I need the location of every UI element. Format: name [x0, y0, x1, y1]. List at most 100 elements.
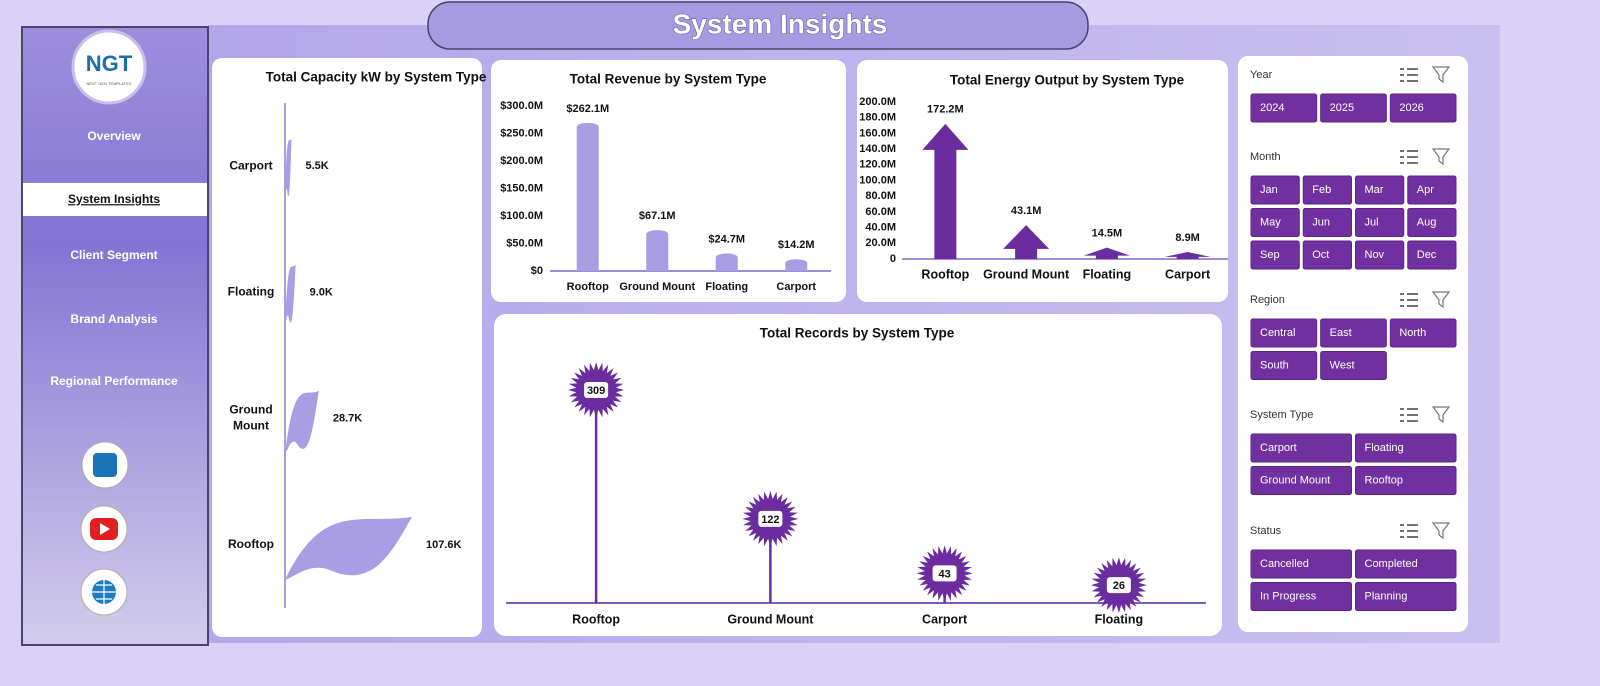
clear-filter-icon[interactable]: [1431, 148, 1451, 166]
value-label: 172.2M: [927, 104, 964, 116]
y-tick-label: $200.0M: [500, 155, 543, 167]
bar: [785, 259, 808, 271]
slicer-button[interactable]: [1355, 466, 1457, 495]
nav-item[interactable]: Overview: [87, 129, 141, 143]
slicer-button[interactable]: [1355, 175, 1405, 205]
slicer-option[interactable]: Feb: [1312, 184, 1331, 196]
slicer-button[interactable]: [1250, 175, 1300, 205]
slicer-button[interactable]: [1355, 582, 1457, 611]
slicer-option[interactable]: Floating: [1365, 442, 1404, 454]
arrow-bar: [1003, 225, 1050, 259]
slicer-button[interactable]: [1407, 240, 1457, 270]
value-label: $67.1M: [639, 210, 676, 222]
slicer-button[interactable]: [1389, 318, 1457, 348]
slicer-button[interactable]: [1250, 549, 1352, 579]
slicer-button[interactable]: [1355, 433, 1457, 463]
slicer-option[interactable]: Dec: [1417, 249, 1437, 261]
nav-item[interactable]: Brand Analysis: [71, 312, 158, 326]
slicer-option[interactable]: Jan: [1260, 184, 1278, 196]
slicer-button[interactable]: [1250, 240, 1300, 270]
slicer-title: Month: [1250, 151, 1281, 163]
slicer-option[interactable]: South: [1260, 359, 1289, 371]
slicer-option[interactable]: Aug: [1417, 216, 1437, 228]
slicer-option[interactable]: 2024: [1260, 102, 1284, 114]
slicer-button[interactable]: [1250, 318, 1318, 348]
y-tick-label: $250.0M: [500, 127, 543, 139]
slicer-button[interactable]: [1302, 175, 1352, 205]
slicer-button[interactable]: [1320, 93, 1387, 123]
category-label: Ground Mount: [229, 403, 272, 433]
chart-title: Total Energy Output by System Type: [950, 73, 1185, 88]
clear-filter-icon[interactable]: [1431, 291, 1451, 309]
value-label: 122: [761, 514, 779, 526]
chart-title: Total Revenue by System Type: [570, 72, 767, 87]
clear-filter-icon[interactable]: [1431, 406, 1451, 424]
select-all-icon[interactable]: [1400, 293, 1418, 307]
nav-item[interactable]: Client Segment: [70, 248, 157, 262]
select-all-icon[interactable]: [1400, 68, 1418, 82]
slicer-option[interactable]: Ground Mount: [1260, 474, 1330, 486]
select-all-icon[interactable]: [1400, 408, 1418, 422]
slicer-button[interactable]: [1355, 240, 1405, 270]
y-tick-label: $150.0M: [500, 182, 543, 194]
panel: [494, 314, 1222, 636]
slicer-option[interactable]: Completed: [1365, 558, 1418, 570]
slicer-option[interactable]: East: [1330, 327, 1352, 339]
value-label: 5.5K: [305, 160, 328, 172]
clear-filter-icon[interactable]: [1431, 522, 1451, 540]
slicer-button[interactable]: [1302, 240, 1352, 270]
slicer-option[interactable]: Rooftop: [1365, 474, 1404, 486]
select-all-icon[interactable]: [1400, 150, 1418, 164]
value-label: 43: [939, 568, 951, 580]
slicer-option[interactable]: West: [1330, 359, 1355, 371]
slicer-option[interactable]: 2026: [1399, 102, 1423, 114]
y-tick-label: 140.0M: [859, 143, 896, 155]
slicer-option[interactable]: Central: [1260, 327, 1295, 339]
slicer-button[interactable]: [1250, 351, 1318, 380]
x-tick-label: Ground Mount: [983, 267, 1070, 281]
slicer-button[interactable]: [1250, 433, 1352, 463]
slicer-button[interactable]: [1407, 175, 1457, 205]
slicer-button[interactable]: [1302, 208, 1352, 237]
value-label: $262.1M: [566, 103, 609, 115]
slicer-button[interactable]: [1250, 582, 1352, 611]
slicer-option[interactable]: North: [1399, 327, 1426, 339]
web-glyph-lines: [92, 580, 116, 604]
y-tick-label: 40.0M: [865, 222, 896, 234]
select-all-icon[interactable]: [1400, 524, 1418, 538]
bar: [285, 138, 292, 202]
slicer-option[interactable]: Mar: [1365, 184, 1384, 196]
value-label: 309: [587, 385, 605, 397]
slicer-button[interactable]: [1250, 93, 1318, 123]
slicer-option[interactable]: May: [1260, 216, 1281, 228]
slicer-button[interactable]: [1320, 351, 1387, 380]
bar: [576, 122, 599, 271]
nav-item[interactable]: System Insights: [68, 192, 160, 206]
slicer-option[interactable]: Sep: [1260, 249, 1280, 261]
bar: [285, 264, 296, 328]
slicer-button[interactable]: [1250, 208, 1300, 237]
logo: [71, 29, 147, 105]
x-tick-label: Floating: [705, 281, 748, 293]
slicer-option[interactable]: In Progress: [1260, 590, 1317, 602]
chart-title: Total Records by System Type: [760, 326, 955, 341]
slicer-option[interactable]: 2025: [1330, 102, 1354, 114]
y-tick-label: $0: [531, 265, 543, 277]
slicer-button[interactable]: [1250, 466, 1352, 495]
slicer-option[interactable]: Jul: [1365, 216, 1379, 228]
slicer-option[interactable]: Oct: [1312, 249, 1329, 261]
clear-filter-icon[interactable]: [1431, 66, 1451, 84]
slicer-button[interactable]: [1407, 208, 1457, 237]
slicer-button[interactable]: [1320, 318, 1387, 348]
slicer-option[interactable]: Jun: [1312, 216, 1330, 228]
slicer-option[interactable]: Cancelled: [1260, 558, 1309, 570]
slicer-option[interactable]: Nov: [1365, 249, 1385, 261]
slicer-option[interactable]: Carport: [1260, 442, 1297, 454]
nav-item[interactable]: Regional Performance: [50, 374, 178, 388]
slicer-button[interactable]: [1355, 549, 1457, 579]
slicer-button[interactable]: [1355, 208, 1405, 237]
slicer-option[interactable]: Apr: [1417, 184, 1434, 196]
x-tick-label: Floating: [1095, 612, 1144, 626]
slicer-button[interactable]: [1389, 93, 1457, 123]
slicer-option[interactable]: Planning: [1365, 590, 1408, 602]
